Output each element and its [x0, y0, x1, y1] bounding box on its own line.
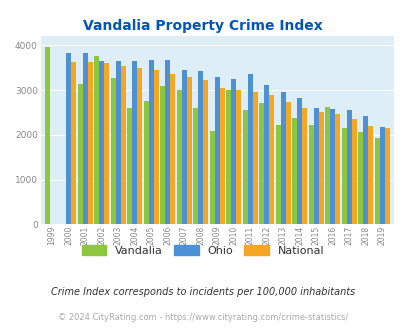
Bar	[193, 108, 198, 224]
Text: Crime Index corresponds to incidents per 100,000 inhabitants: Crime Index corresponds to incidents per…	[51, 287, 354, 297]
Bar	[308, 124, 313, 224]
Bar	[341, 128, 346, 224]
Bar	[148, 60, 153, 224]
Bar	[77, 84, 83, 224]
Bar	[104, 63, 109, 224]
Bar	[219, 88, 224, 224]
Bar	[120, 66, 125, 224]
Bar	[115, 61, 120, 224]
Bar	[83, 53, 87, 224]
Bar	[87, 62, 92, 224]
Bar	[242, 110, 247, 224]
Bar	[358, 132, 362, 224]
Bar	[259, 104, 264, 224]
Bar	[346, 110, 351, 224]
Bar	[226, 90, 231, 224]
Bar	[143, 101, 148, 224]
Bar	[269, 95, 273, 224]
Bar	[367, 126, 372, 224]
Bar	[214, 77, 219, 224]
Text: © 2024 CityRating.com - https://www.cityrating.com/crime-statistics/: © 2024 CityRating.com - https://www.city…	[58, 313, 347, 322]
Bar	[94, 56, 99, 224]
Bar	[318, 113, 323, 224]
Bar	[66, 53, 71, 224]
Bar	[264, 85, 269, 224]
Bar	[335, 114, 339, 224]
Bar	[127, 108, 132, 224]
Bar	[379, 127, 384, 224]
Bar	[296, 98, 301, 224]
Bar	[71, 62, 76, 224]
Bar	[252, 92, 257, 224]
Bar	[99, 61, 104, 224]
Bar	[132, 61, 137, 224]
Bar	[186, 77, 191, 224]
Bar	[285, 102, 290, 224]
Bar	[275, 125, 280, 224]
Bar	[313, 108, 318, 224]
Bar	[111, 78, 115, 224]
Bar	[280, 92, 285, 224]
Bar	[292, 118, 296, 224]
Bar	[153, 70, 158, 224]
Legend: Vandalia, Ohio, National: Vandalia, Ohio, National	[77, 241, 328, 260]
Bar	[374, 138, 379, 224]
Bar	[329, 109, 335, 224]
Bar	[236, 90, 241, 224]
Bar	[165, 60, 170, 224]
Bar	[181, 70, 186, 224]
Bar	[231, 79, 236, 224]
Bar	[247, 74, 252, 224]
Bar	[209, 131, 214, 224]
Bar	[170, 74, 175, 224]
Bar	[351, 119, 356, 224]
Bar	[45, 48, 49, 224]
Bar	[176, 90, 181, 224]
Bar	[202, 80, 208, 224]
Text: Vandalia Property Crime Index: Vandalia Property Crime Index	[83, 19, 322, 33]
Bar	[198, 71, 202, 224]
Bar	[324, 107, 329, 224]
Bar	[384, 128, 389, 224]
Bar	[137, 68, 142, 224]
Bar	[301, 108, 307, 224]
Bar	[160, 85, 165, 224]
Bar	[362, 115, 367, 224]
